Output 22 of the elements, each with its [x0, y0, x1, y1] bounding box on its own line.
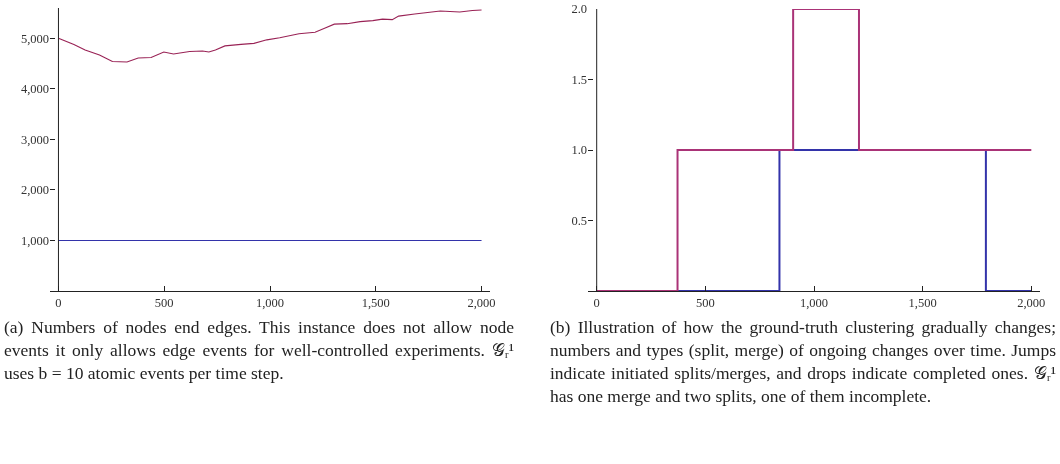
- x-tick-label: 0: [55, 296, 62, 310]
- line-series: [57, 9, 483, 63]
- text: (a) Numbers of nodes end edges. This instance does not allow node events it only allows edge events for well-controlled experiments. 𝒢ᵣ¹ uses b = 10 atomic events per time step.: [4, 316, 514, 385]
- text: (b) Illustration of how the ground-truth clustering gradually changes; numbers and types (split, merge) of ongoing changes over time. Jumps indicate initiated splits/merges, and drops indicate completed ones. 𝒢ᵣ¹ has one merge and two splits, one of them incomplete.: [550, 316, 1056, 408]
- y-tick-label: 5,000: [20, 31, 49, 46]
- x-tick-label: 500: [695, 296, 715, 310]
- x-tick-label: 500: [154, 296, 174, 310]
- y-tick-label: 1,000: [20, 233, 49, 248]
- x-tick-label: 2,000: [467, 296, 496, 310]
- y-tick-label: 0.5: [571, 213, 587, 228]
- x-tick-label: 1,500: [361, 296, 390, 310]
- x-tick-label: 1,000: [799, 296, 829, 310]
- y-tick-label: 3,000: [20, 132, 49, 147]
- x-tick-label: 1,000: [255, 296, 285, 310]
- y-tick-label: 2,000: [20, 183, 49, 198]
- x-tick-label: 1,500: [908, 296, 937, 310]
- y-tick-label: 4,000: [20, 82, 49, 97]
- x-tick-label: 0: [593, 296, 600, 310]
- x-tick-label: 2,000: [1017, 296, 1046, 310]
- y-tick-label: 1.0: [571, 143, 587, 158]
- y-tick-label: 1.5: [571, 72, 587, 87]
- y-tick-label: 2.0: [571, 2, 587, 17]
